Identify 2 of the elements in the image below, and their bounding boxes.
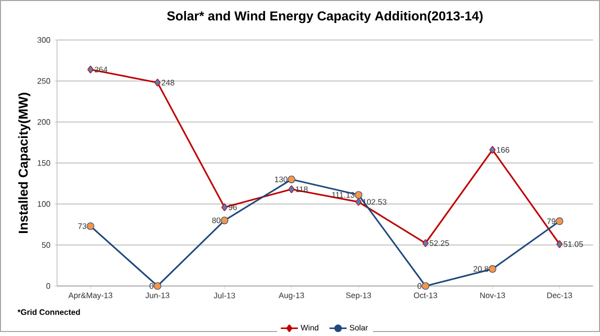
- chart-title: Solar* and Wind Energy Capacity Addition(2013-14): [167, 11, 483, 24]
- y-axis-title: Installed Capacity(MW): [18, 92, 30, 234]
